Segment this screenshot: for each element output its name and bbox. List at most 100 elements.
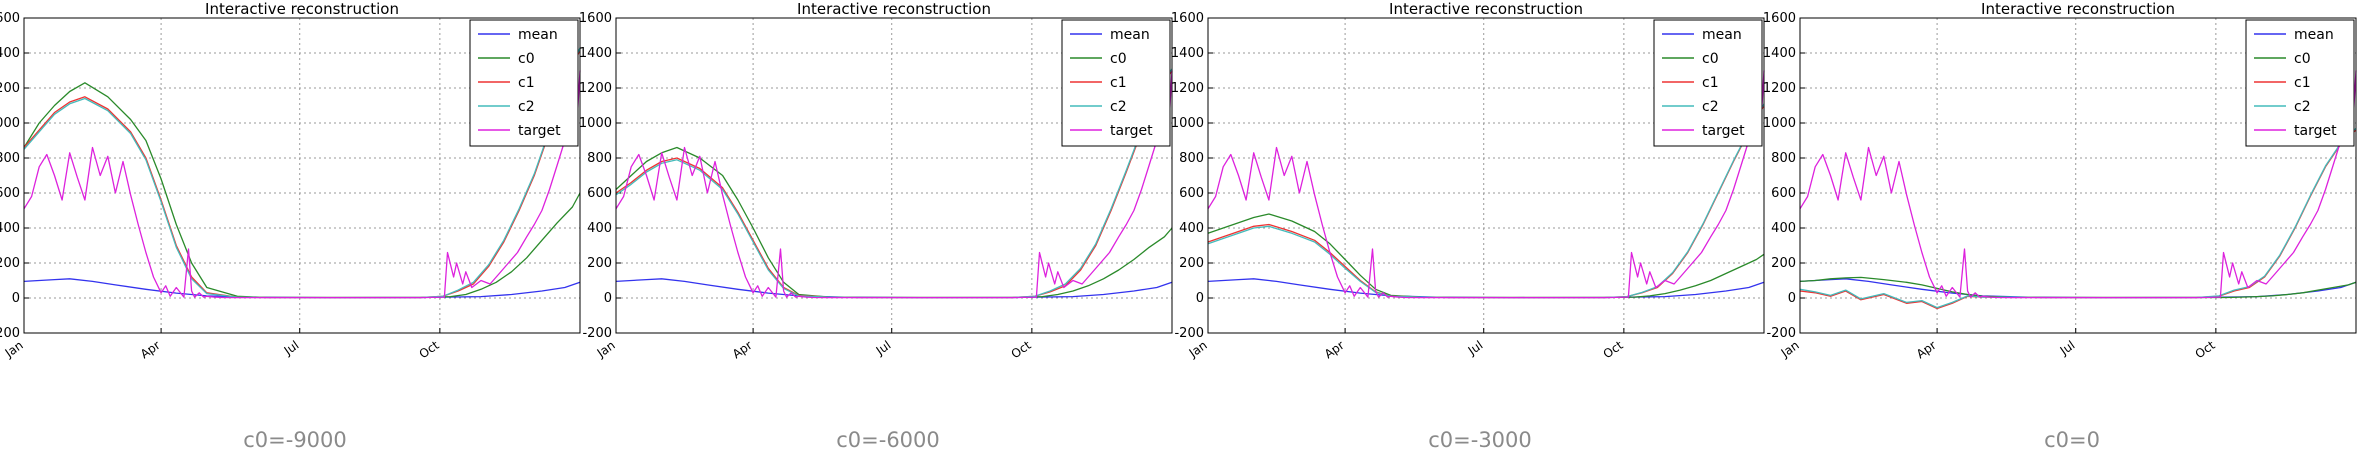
y-tick-label: 1600 [1763,11,1796,26]
chart-panel: -200 0 200 400 600 800 1000 1200 1400 1600 Jan Apr J… [0,0,581,362]
legend-label: c1 [1702,75,1719,91]
y-tick-label: -200 [1174,326,1204,341]
chart-panel: -200 0 200 400 600 800 1000 1200 1400 1600 Jan Apr J… [1171,0,1765,362]
x-tick-label: Apr [730,338,755,361]
x-tick-label: Jan [1778,338,1802,361]
y-tick-label: 1600 [579,11,612,26]
y-tick-label: 600 [1771,186,1796,201]
legend-label: c2 [2294,99,2311,115]
x-tick-label: Oct [417,338,442,362]
legend-label: c1 [2294,75,2311,91]
x-tick-label: Apr [1322,338,1347,361]
series-line [1799,70,2357,299]
x-tick-label: Oct [1009,338,1034,362]
legend-label: c1 [518,75,535,91]
series-line [615,70,1173,299]
y-tick-label: 400 [1179,221,1204,236]
plot-frame [1207,17,1765,334]
y-tick-label: 0 [1788,291,1796,306]
panel-caption: c0=-3000 [1428,428,1532,452]
legend-label: mean [1702,27,1742,43]
y-tick-label: 1000 [579,116,612,131]
y-tick-label: -200 [582,326,612,341]
y-tick-label: 800 [1179,151,1204,166]
plot-frame [1799,17,2357,334]
y-tick-label: 200 [0,256,20,271]
x-tick-label: Apr [1914,338,1939,361]
series-line [23,70,581,299]
legend-box [1061,19,1171,147]
y-tick-label: 200 [1771,256,1796,271]
legend-label: target [518,123,561,139]
chart-title: Interactive reconstruction [205,0,399,18]
legend-label: c0 [2294,51,2311,67]
chart-title: Interactive reconstruction [797,0,991,18]
y-tick-label: 0 [12,291,20,306]
y-tick-label: 1600 [1171,11,1204,26]
y-tick-label: 800 [0,151,20,166]
series-line [23,82,581,299]
y-tick-label: 600 [587,186,612,201]
y-tick-label: 1600 [0,11,20,26]
y-tick-label: 1200 [0,81,20,96]
legend-label: mean [2294,27,2334,43]
y-tick-label: 400 [587,221,612,236]
x-tick-label: Jan [1186,338,1210,361]
y-tick-label: 1000 [1171,116,1204,131]
y-tick-label: 0 [604,291,612,306]
chart-panel: -200 0 200 400 600 800 1000 1200 1400 1600 Jan Apr J… [1763,0,2357,362]
legend-label: c2 [1110,99,1127,115]
legend-label: target [2294,123,2337,139]
y-tick-label: 600 [1179,186,1204,201]
x-tick-label: Jul [1465,338,1486,358]
x-tick-label: Apr [138,338,163,361]
legend-label: c2 [1702,99,1719,115]
x-tick-label: Jan [2,338,26,361]
y-tick-label: 1000 [0,116,20,131]
y-tick-label: 800 [1771,151,1796,166]
y-tick-label: 1400 [1171,46,1204,61]
y-tick-label: 1200 [579,81,612,96]
panel-caption: c0=-6000 [836,428,940,452]
y-tick-label: 800 [587,151,612,166]
legend-label: c2 [518,99,535,115]
legend-label: c0 [1110,51,1127,67]
y-tick-label: -200 [0,326,20,341]
series-line [1207,70,1765,299]
chart-title: Interactive reconstruction [1389,0,1583,18]
y-tick-label: 1200 [1763,81,1796,96]
chart-title: Interactive reconstruction [1981,0,2175,18]
y-tick-label: 400 [0,221,20,236]
legend-box [469,19,579,147]
legend-label: c1 [1110,75,1127,91]
y-tick-label: 1400 [0,46,20,61]
y-tick-label: 0 [1196,291,1204,306]
x-tick-label: Jan [594,338,618,361]
x-tick-label: Oct [2193,338,2218,362]
y-tick-label: 1400 [1763,46,1796,61]
y-tick-label: 200 [587,256,612,271]
legend-label: mean [518,27,558,43]
y-tick-label: 1200 [1171,81,1204,96]
y-tick-label: 200 [1179,256,1204,271]
x-tick-label: Oct [1601,338,1626,362]
legend-box [2245,19,2355,147]
x-tick-label: Jul [2057,338,2078,358]
y-tick-label: 1000 [1763,116,1796,131]
y-tick-label: 400 [1771,221,1796,236]
plot-frame [615,17,1173,334]
panel-caption: c0=0 [2044,428,2100,452]
chart-panel: -200 0 200 400 600 800 1000 1200 1400 1600 Jan Apr J… [579,0,1173,362]
x-tick-label: Jul [281,338,302,358]
panel-caption: c0=-9000 [243,428,347,452]
legend-label: target [1110,123,1153,139]
legend-label: c0 [1702,51,1719,67]
legend-box [1653,19,1763,147]
y-tick-label: 600 [0,186,20,201]
y-tick-label: -200 [1766,326,1796,341]
legend-label: mean [1110,27,1150,43]
x-tick-label: Jul [873,338,894,358]
y-tick-label: 1400 [579,46,612,61]
legend-label: c0 [518,51,535,67]
